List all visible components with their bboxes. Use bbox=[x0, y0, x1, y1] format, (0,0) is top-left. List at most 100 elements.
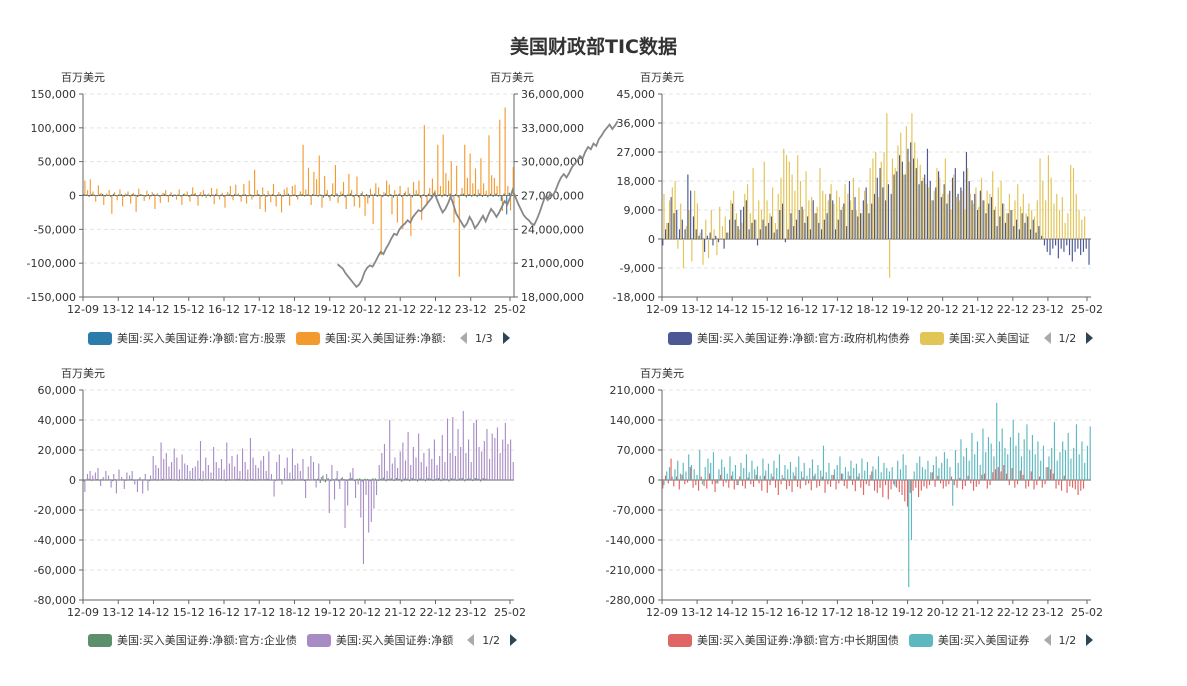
bar bbox=[208, 193, 210, 196]
bar bbox=[205, 195, 207, 199]
bar bbox=[159, 195, 161, 203]
bar bbox=[853, 468, 855, 480]
legend-next-icon[interactable] bbox=[502, 332, 510, 344]
bar bbox=[1066, 480, 1068, 493]
bar bbox=[489, 193, 492, 196]
bar bbox=[205, 457, 207, 480]
legend-item-official-notes[interactable]: 美国:买入美国证券:净额:官方:中长期国债 bbox=[668, 632, 899, 648]
bar bbox=[707, 239, 710, 259]
bar bbox=[331, 465, 333, 480]
bar bbox=[1053, 203, 1055, 239]
bar bbox=[386, 471, 388, 480]
bar bbox=[431, 178, 433, 196]
bar bbox=[807, 480, 810, 484]
legend-prev-icon[interactable] bbox=[1043, 634, 1051, 646]
legend-item-private-agency[interactable]: 美国:买入美国证 bbox=[919, 330, 1030, 346]
bar bbox=[806, 475, 808, 480]
legend-item-private-corporate[interactable]: 美国:买入美国证券:净额 bbox=[306, 632, 453, 648]
bar bbox=[921, 467, 924, 480]
y-tick-label: -140,000 bbox=[606, 534, 655, 547]
bar bbox=[928, 187, 930, 239]
legend-item-private-equity[interactable]: 美国:买入美国证券:净额: bbox=[295, 330, 446, 346]
bar bbox=[323, 480, 325, 482]
y-tick-label: -210,000 bbox=[606, 564, 655, 577]
bar bbox=[367, 478, 369, 480]
bar bbox=[986, 190, 988, 239]
bar bbox=[423, 453, 425, 480]
chart-tic-equities: -150,000 -100,000 -50,000 0 50,000 100,000 150… bbox=[27, 71, 619, 316]
bar bbox=[146, 190, 148, 196]
legend-next-icon[interactable] bbox=[509, 634, 517, 646]
bar bbox=[930, 200, 932, 239]
bar bbox=[259, 195, 261, 210]
bar bbox=[261, 195, 263, 197]
bar bbox=[1040, 460, 1042, 480]
bar bbox=[844, 184, 846, 239]
bar bbox=[864, 470, 866, 480]
bar bbox=[373, 480, 375, 509]
bar bbox=[942, 480, 944, 489]
bar bbox=[949, 467, 951, 480]
bar bbox=[712, 239, 714, 246]
bar bbox=[372, 195, 374, 224]
bar bbox=[229, 186, 231, 196]
y-tick-label: 150,000 bbox=[31, 88, 77, 101]
bar bbox=[815, 213, 817, 239]
bar bbox=[944, 158, 946, 239]
bar bbox=[192, 468, 194, 480]
bar bbox=[904, 174, 906, 239]
bar bbox=[986, 480, 988, 489]
legend-swatch bbox=[668, 633, 692, 647]
bar bbox=[937, 475, 939, 480]
bar bbox=[887, 480, 889, 500]
bar bbox=[426, 195, 428, 205]
bar bbox=[336, 471, 338, 480]
bar bbox=[774, 222, 776, 239]
bar bbox=[494, 438, 496, 480]
bar bbox=[928, 480, 931, 486]
bar bbox=[879, 480, 881, 488]
bar bbox=[488, 135, 490, 196]
legend-prev-icon[interactable] bbox=[1043, 332, 1051, 344]
bar bbox=[360, 193, 362, 196]
bar bbox=[960, 187, 962, 239]
legend-item-private-notes[interactable]: 美国:买入美国证券 bbox=[908, 632, 1030, 648]
bar bbox=[243, 479, 245, 480]
legend-item-official-agency[interactable]: 美国:买入美国证券:净额:官方:政府机构债券 bbox=[668, 330, 910, 346]
bar bbox=[822, 190, 824, 239]
bar bbox=[443, 478, 445, 480]
bar bbox=[972, 203, 974, 239]
bar bbox=[947, 193, 949, 239]
legend-prev-icon[interactable] bbox=[459, 332, 467, 344]
legend-next-icon[interactable] bbox=[1086, 332, 1094, 344]
bar bbox=[1081, 219, 1083, 239]
bar bbox=[784, 465, 786, 480]
bar bbox=[997, 467, 999, 480]
legend-next-icon[interactable] bbox=[1086, 634, 1094, 646]
bar bbox=[255, 194, 257, 196]
bar bbox=[409, 193, 411, 196]
bar bbox=[1016, 480, 1019, 485]
bar bbox=[102, 477, 104, 480]
legend-item-official-equity[interactable]: 美国:买入美国证券:净额:官方:股票 bbox=[88, 330, 286, 346]
y2-tick-label: 30,000,000 bbox=[521, 156, 584, 169]
bar bbox=[364, 478, 366, 480]
bar bbox=[911, 113, 913, 239]
bar bbox=[670, 458, 672, 480]
bar bbox=[296, 195, 298, 197]
bar bbox=[383, 192, 385, 196]
bar bbox=[923, 480, 925, 487]
legend-prev-icon[interactable] bbox=[467, 634, 475, 646]
bar bbox=[423, 125, 425, 196]
bar bbox=[394, 190, 396, 196]
bar bbox=[664, 475, 667, 480]
bar bbox=[883, 462, 885, 480]
bar bbox=[393, 195, 395, 198]
bar bbox=[465, 195, 467, 198]
bar bbox=[924, 174, 926, 239]
legend-item-official-corporate[interactable]: 美国:买入美国证券:净额:官方:企业债 bbox=[88, 632, 297, 648]
bar bbox=[347, 480, 349, 506]
bar bbox=[307, 167, 310, 196]
bar bbox=[876, 480, 878, 493]
bar bbox=[403, 478, 405, 480]
